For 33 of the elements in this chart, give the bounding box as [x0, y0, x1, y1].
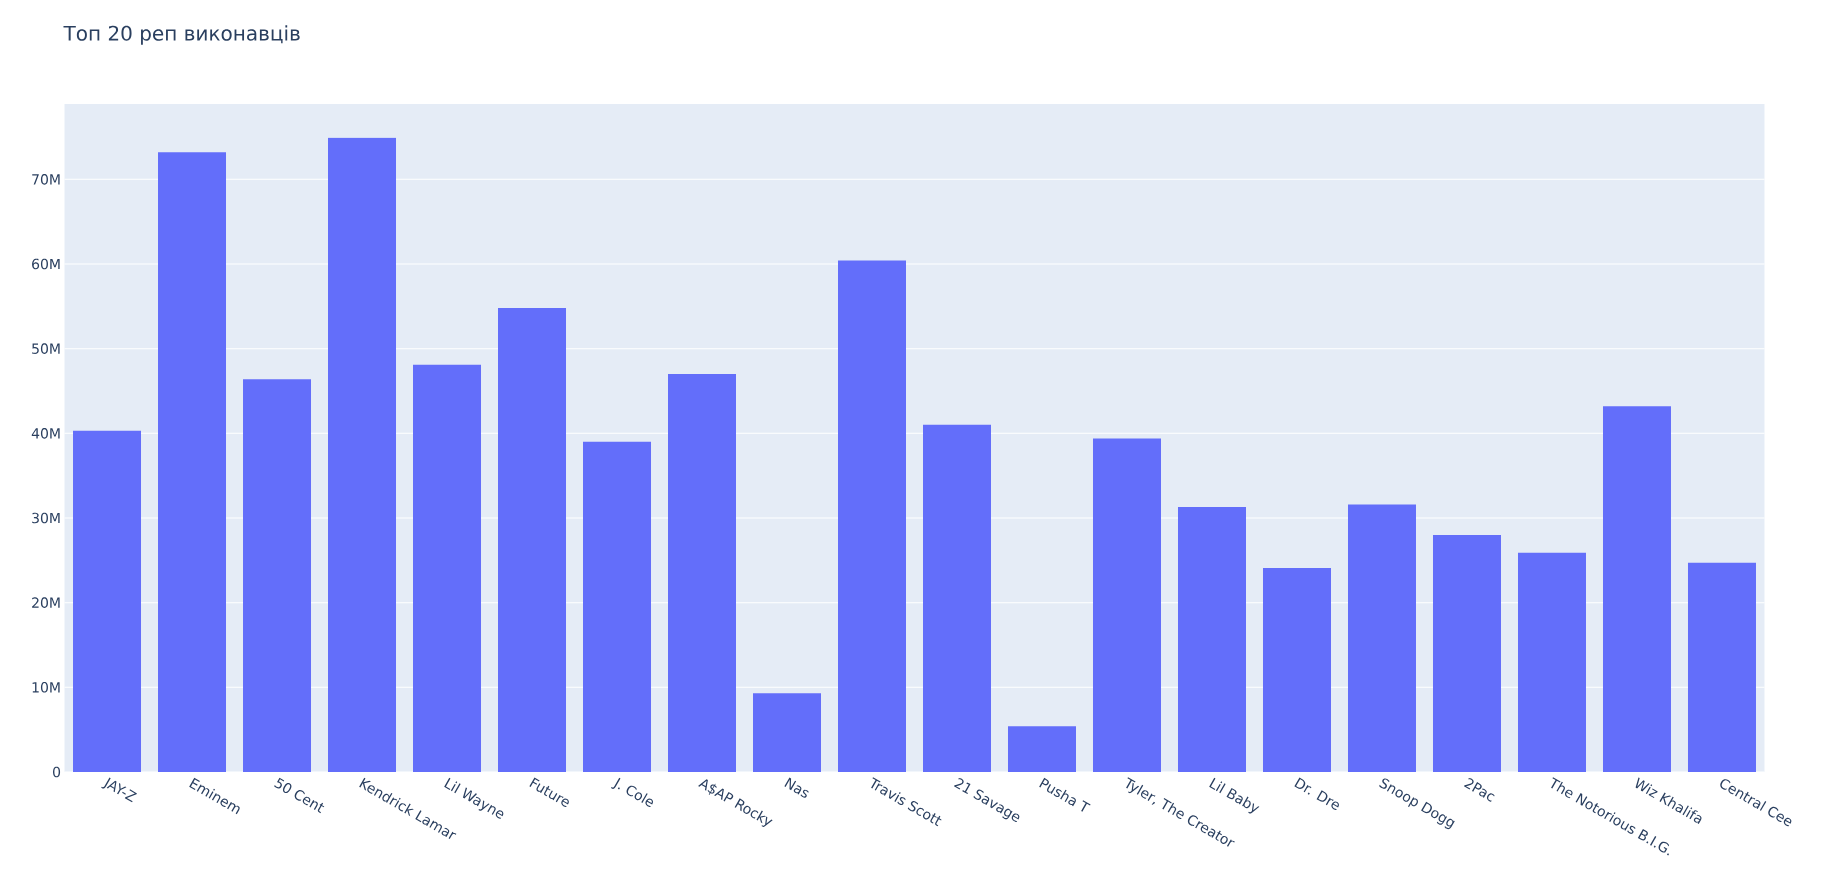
- y-tick-label: 60M: [32, 258, 60, 270]
- bar: [328, 137, 397, 772]
- bar: [1432, 534, 1501, 772]
- bar: [413, 364, 482, 772]
- y-tick-label: 0: [53, 766, 61, 778]
- y-tick-label: 10M: [32, 682, 60, 693]
- x-tick-label: Nas: [784, 777, 809, 798]
- bar: [1602, 406, 1671, 772]
- y-tick-label: 20M: [32, 597, 60, 608]
- chart-title: Топ 20 реп виконавців: [63, 25, 300, 45]
- bar: [1263, 567, 1331, 772]
- bar: [838, 260, 906, 772]
- bar: [498, 308, 567, 772]
- bar: [1687, 562, 1756, 772]
- bar: [668, 374, 736, 772]
- bar: [1178, 506, 1246, 772]
- y-tick-label: 40M: [31, 428, 60, 439]
- bar: [1093, 438, 1161, 772]
- bar: [583, 441, 652, 772]
- bar: [243, 379, 312, 772]
- bar: [1517, 552, 1586, 772]
- x-tick-label: Dr. Dre: [1294, 777, 1339, 811]
- x-tick-label: 50 Cent: [274, 777, 325, 814]
- bar: [1008, 726, 1076, 772]
- bar: [158, 152, 227, 772]
- y-tick-label: 50M: [32, 343, 60, 354]
- y-tick-label: 70M: [32, 174, 60, 185]
- x-tick-label: J. Cole: [610, 777, 654, 808]
- y-tick-label: 30M: [32, 512, 60, 524]
- bar: [1347, 504, 1416, 772]
- bar: [73, 430, 142, 772]
- bar: [753, 693, 821, 772]
- bar: [923, 424, 991, 772]
